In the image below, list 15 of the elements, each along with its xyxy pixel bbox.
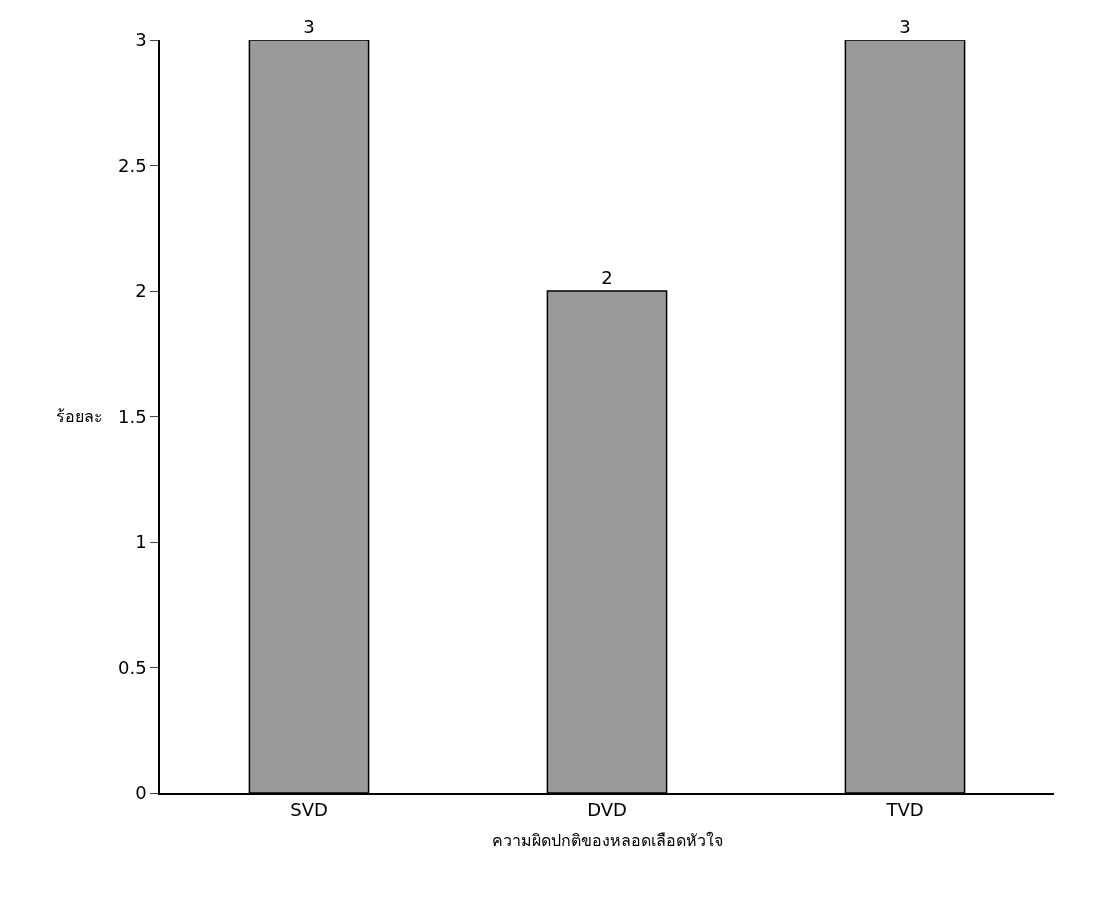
x-axis-title: ความผิดปกติของหลอดเลือดหัวใจ: [491, 830, 723, 850]
y-tick-label: 0.5: [118, 656, 147, 678]
data-label: 3: [303, 16, 315, 37]
y-tick-label: 0: [135, 782, 147, 804]
x-tick-label: DVD: [587, 799, 627, 821]
y-tick-label: 1.5: [118, 405, 147, 427]
x-tick-label: SVD: [290, 799, 328, 821]
y-tick-label: 1: [135, 531, 147, 553]
y-tick-label: 2.5: [118, 154, 147, 176]
data-label: 2: [601, 267, 613, 288]
y-axis-title: ร้อยละ: [56, 407, 103, 426]
x-tick-label: TVD: [885, 799, 924, 821]
data-label: 3: [899, 16, 911, 37]
y-tick-label: 3: [135, 29, 147, 51]
y-tick-label: 2: [135, 280, 147, 302]
